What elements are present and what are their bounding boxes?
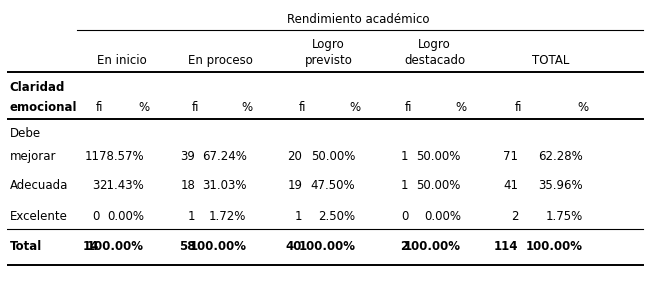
- Text: 14: 14: [83, 240, 99, 253]
- Text: 50.00%: 50.00%: [417, 150, 461, 163]
- Text: TOTAL: TOTAL: [532, 54, 569, 68]
- Text: Logro: Logro: [419, 38, 451, 51]
- Text: 39: 39: [180, 150, 195, 163]
- Text: Rendimiento académico: Rendimiento académico: [287, 13, 430, 26]
- Text: fi: fi: [515, 101, 522, 114]
- Text: En inicio: En inicio: [97, 54, 146, 68]
- Text: 62.28%: 62.28%: [537, 150, 582, 163]
- Text: %: %: [577, 101, 588, 114]
- Text: 41: 41: [503, 179, 518, 192]
- Text: 50.00%: 50.00%: [311, 150, 355, 163]
- Text: 20: 20: [287, 150, 302, 163]
- Text: 18: 18: [180, 179, 195, 192]
- Text: 21.43%: 21.43%: [99, 179, 144, 192]
- Text: 40: 40: [286, 240, 302, 253]
- Text: 11: 11: [84, 150, 99, 163]
- Text: emocional: emocional: [10, 101, 77, 114]
- Text: 100.00%: 100.00%: [87, 240, 144, 253]
- Text: %: %: [138, 101, 150, 114]
- Text: 35.96%: 35.96%: [538, 179, 582, 192]
- Text: Total: Total: [10, 240, 42, 253]
- Text: fi: fi: [405, 101, 412, 114]
- Text: 2.50%: 2.50%: [318, 210, 355, 223]
- Text: 1: 1: [295, 210, 302, 223]
- Text: 1: 1: [401, 150, 408, 163]
- Text: fi: fi: [191, 101, 199, 114]
- Text: 2: 2: [511, 210, 518, 223]
- Text: 0: 0: [401, 210, 408, 223]
- Text: 2: 2: [400, 240, 408, 253]
- Text: 1: 1: [188, 210, 195, 223]
- Text: fi: fi: [95, 101, 103, 114]
- Text: %: %: [455, 101, 466, 114]
- Text: 100.00%: 100.00%: [298, 240, 355, 253]
- Text: 3: 3: [92, 179, 99, 192]
- Text: Adecuada: Adecuada: [10, 179, 68, 192]
- Text: 100.00%: 100.00%: [526, 240, 582, 253]
- Text: fi: fi: [298, 101, 306, 114]
- Text: 71: 71: [503, 150, 518, 163]
- Text: 0: 0: [92, 210, 99, 223]
- Text: Logro: Logro: [312, 38, 345, 51]
- Text: destacado: destacado: [404, 54, 465, 68]
- Text: Excelente: Excelente: [10, 210, 68, 223]
- Text: 114: 114: [494, 240, 518, 253]
- Text: 31.03%: 31.03%: [202, 179, 247, 192]
- Text: 67.24%: 67.24%: [202, 150, 247, 163]
- Text: 0.00%: 0.00%: [424, 210, 461, 223]
- Text: 1.75%: 1.75%: [545, 210, 582, 223]
- Text: 100.00%: 100.00%: [189, 240, 247, 253]
- Text: 100.00%: 100.00%: [404, 240, 461, 253]
- Text: 0.00%: 0.00%: [107, 210, 144, 223]
- Text: 50.00%: 50.00%: [417, 179, 461, 192]
- Text: previsto: previsto: [305, 54, 353, 68]
- Text: En proceso: En proceso: [189, 54, 253, 68]
- Text: 58: 58: [179, 240, 195, 253]
- Text: 19: 19: [287, 179, 302, 192]
- Text: Claridad: Claridad: [10, 81, 65, 94]
- Text: %: %: [350, 101, 361, 114]
- Text: Debe: Debe: [10, 127, 41, 140]
- Text: 78.57%: 78.57%: [99, 150, 144, 163]
- Text: mejorar: mejorar: [10, 150, 56, 163]
- Text: 1.72%: 1.72%: [209, 210, 247, 223]
- Text: 1: 1: [401, 179, 408, 192]
- Text: %: %: [241, 101, 252, 114]
- Text: 47.50%: 47.50%: [311, 179, 355, 192]
